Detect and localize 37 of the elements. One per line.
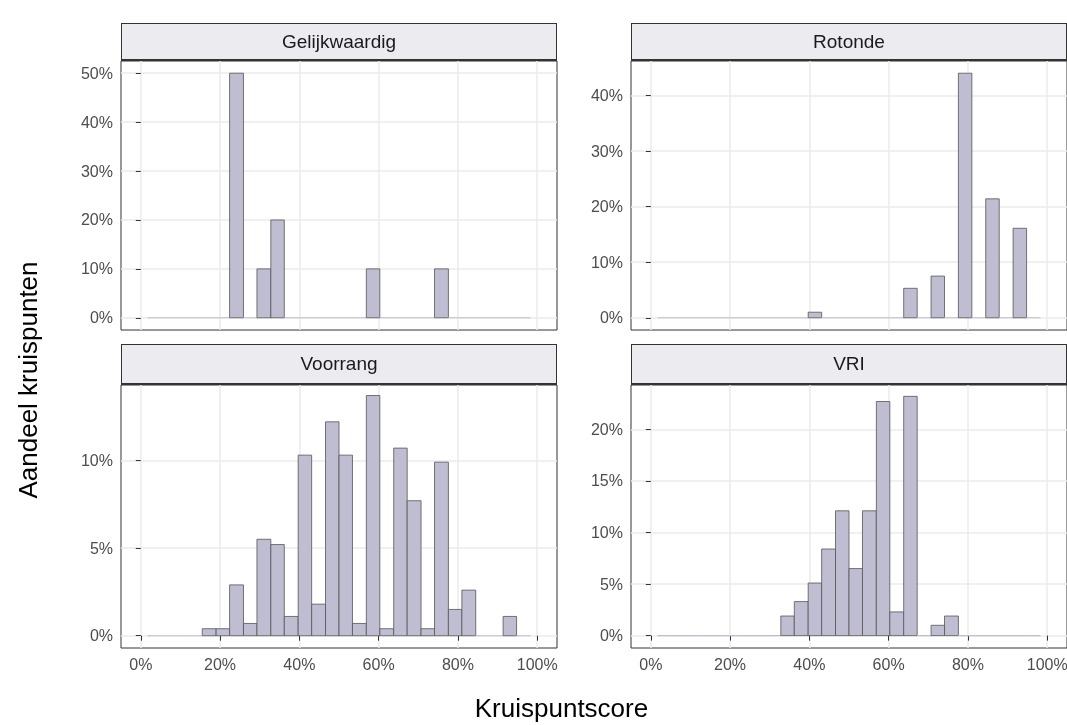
y-tick-label: 50%	[80, 64, 113, 82]
y-tick-label: 20%	[80, 211, 113, 229]
x-tick-label: 80%	[951, 655, 984, 673]
y-tick-label: 5%	[89, 539, 113, 557]
x-tick-label: 40%	[283, 655, 316, 673]
y-tick-label: 0%	[89, 627, 113, 645]
y-tick-label: 15%	[590, 472, 623, 490]
chart-title: VRI	[631, 344, 1067, 385]
chart-title: Voorrang	[121, 344, 557, 385]
x-tick-label: 20%	[714, 655, 747, 673]
y-tick-label: 5%	[599, 575, 623, 593]
y-tick-label: 0%	[89, 309, 113, 327]
x-tick-label: 0%	[129, 655, 153, 673]
chart-title: Rotonde	[631, 23, 1067, 61]
x-tick-label: 60%	[872, 655, 905, 673]
y-tick-label: 30%	[590, 142, 623, 160]
x-tick-label: 100%	[516, 655, 558, 673]
y-tick-label: 30%	[80, 162, 113, 180]
y-tick-label: 40%	[590, 86, 623, 104]
x-tick-label: 0%	[639, 655, 663, 673]
x-tick-label: 60%	[362, 655, 395, 673]
x-tick-label: 40%	[793, 655, 826, 673]
y-tick-label: 0%	[599, 309, 623, 327]
y-tick-label: 10%	[590, 523, 623, 541]
y-tick-label: 10%	[590, 253, 623, 271]
y-tick-label: 20%	[590, 420, 623, 438]
chart-title: Gelijkwaardig	[121, 23, 557, 61]
y-tick-label: 20%	[590, 198, 623, 216]
y-tick-label: 10%	[80, 260, 113, 278]
x-axis-title: Kruispuntscore	[473, 693, 650, 724]
y-axis-title: Aandeel kruispunten	[12, 261, 44, 499]
x-tick-label: 100%	[1026, 655, 1067, 673]
y-tick-label: 0%	[599, 627, 623, 645]
y-tick-label: 40%	[80, 113, 113, 131]
x-tick-label: 20%	[204, 655, 237, 673]
x-tick-label: 80%	[441, 655, 474, 673]
y-tick-label: 10%	[80, 451, 113, 469]
